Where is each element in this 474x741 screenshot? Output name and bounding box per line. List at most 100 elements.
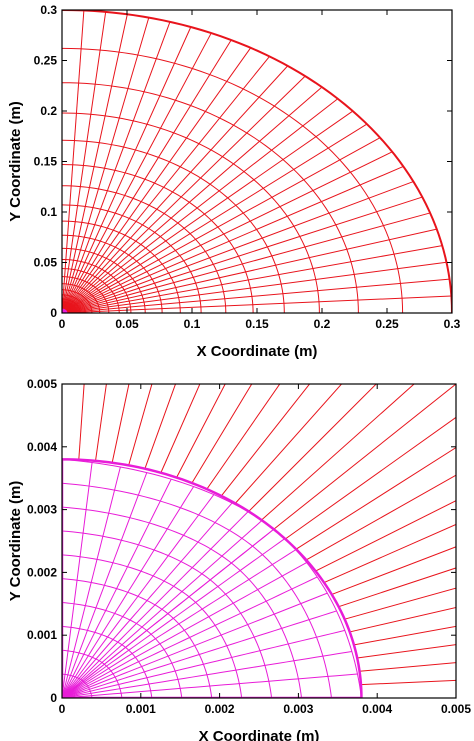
radial-line — [349, 607, 456, 633]
core-mesh-line — [62, 530, 211, 581]
arc-line — [62, 298, 81, 313]
core-mesh-line — [62, 482, 253, 547]
arc-line — [62, 305, 71, 313]
bottom-ticks: 0 0.001 0.002 0.003 0.004 0.005 0 0.001 0.002 0.0… — [27, 377, 471, 716]
arc-line — [62, 220, 181, 313]
chart-bottom: 0 0.001 0.002 0.003 0.004 0.005 0 0.001 0.002 0.0… — [7, 377, 471, 741]
arc-line — [62, 139, 285, 313]
y-tick-label: 0.001 — [27, 628, 57, 642]
core-mesh-line — [82, 680, 93, 698]
x-tick-label: 0.005 — [441, 702, 471, 716]
radial-line — [62, 110, 354, 313]
y-tick-label: 0 — [50, 306, 57, 320]
radial-line — [305, 474, 456, 561]
core-mesh-line — [104, 663, 123, 698]
radial-line — [323, 523, 456, 584]
y-tick-label: 0.1 — [40, 205, 57, 219]
radial-line — [62, 261, 447, 313]
x-tick-label: 0.15 — [245, 317, 269, 331]
x-tick-label: 0.004 — [362, 702, 392, 716]
bottom-plot-frame — [61, 383, 457, 699]
core-mesh-line — [62, 649, 105, 665]
arc-line — [62, 10, 452, 313]
arc-line — [62, 283, 101, 313]
radial-line — [62, 39, 232, 313]
bottom-y-axis-label: Y Coordinate (m) — [7, 481, 24, 602]
core-mesh-line — [62, 602, 147, 631]
radial-line — [128, 384, 153, 466]
y-tick-label: 0.005 — [27, 377, 57, 391]
arc-line — [62, 234, 163, 313]
core-mesh-line — [167, 613, 213, 698]
radial-line — [62, 32, 212, 313]
arc-line — [62, 294, 86, 313]
core-mesh-line — [209, 579, 273, 698]
x-tick-label: 0.25 — [375, 317, 399, 331]
y-tick-label: 0.05 — [34, 256, 58, 270]
x-tick-label: 0.2 — [314, 317, 331, 331]
arc-line — [62, 303, 74, 313]
core-mesh-line — [188, 596, 243, 698]
core-boundary — [62, 458, 363, 698]
arc-line — [62, 82, 359, 313]
radial-line — [344, 587, 456, 620]
radial-line — [295, 447, 456, 550]
radial-line — [62, 181, 414, 313]
radial-line — [62, 11, 107, 313]
radial-line — [62, 65, 289, 313]
arc-line — [62, 112, 320, 313]
arc-line — [62, 276, 110, 313]
arc-line — [62, 307, 69, 313]
x-tick-label: 0.001 — [126, 702, 156, 716]
arc-line — [62, 185, 227, 313]
radial-line — [331, 546, 456, 595]
radial-line — [261, 384, 415, 521]
x-tick-label: 0.1 — [184, 317, 201, 331]
radial-line — [62, 165, 404, 313]
arc-line — [62, 47, 404, 313]
core-mesh-line — [62, 625, 126, 648]
radial-line — [191, 384, 253, 484]
radial-line — [62, 86, 323, 313]
radial-line — [62, 137, 381, 313]
arc-line — [62, 204, 202, 313]
x-tick-label: 0.3 — [444, 317, 461, 331]
y-tick-label: 0.3 — [40, 3, 57, 17]
core-mesh-line — [231, 562, 303, 698]
radial-line — [248, 384, 377, 512]
radial-line — [62, 75, 306, 313]
core-mesh-line — [252, 545, 332, 698]
core-mesh-line — [146, 630, 183, 698]
core-mesh-line — [62, 554, 190, 598]
chart-top: 0 0.05 0.1 0.15 0.2 0.25 0.3 0 0.05 0.1 0.15 0.2 0.2… — [7, 3, 461, 360]
x-tick-label: 0.002 — [205, 702, 235, 716]
radial-line — [206, 384, 281, 490]
y-tick-label: 0 — [50, 691, 57, 705]
y-tick-label: 0.15 — [34, 155, 58, 169]
radial-line — [273, 384, 456, 530]
radial-line — [144, 384, 177, 469]
x-tick-label: 0 — [59, 702, 66, 716]
radial-line — [62, 26, 192, 313]
radial-line — [284, 416, 456, 540]
x-tick-label: 0.05 — [115, 317, 139, 331]
arc-line — [62, 268, 120, 313]
y-tick-label: 0.004 — [27, 440, 57, 454]
radial-line — [360, 679, 456, 686]
top-ticks: 0 0.05 0.1 0.15 0.2 0.25 0.3 0 0.05 0.1 0.15 0.2 0.2… — [34, 3, 461, 331]
radial-line — [315, 500, 456, 572]
radial-line — [160, 384, 201, 473]
radial-line — [234, 384, 343, 504]
y-tick-label: 0.003 — [27, 503, 57, 517]
radial-line — [176, 384, 226, 478]
radial-line — [62, 14, 128, 313]
radial-line — [62, 245, 443, 313]
radial-line — [338, 567, 456, 608]
radial-line — [62, 47, 252, 313]
core-mesh-line — [62, 673, 84, 682]
radial-line — [62, 17, 150, 313]
radial-line — [62, 228, 437, 313]
bottom-plot-marks — [62, 384, 456, 698]
y-tick-label: 0.002 — [27, 565, 57, 579]
arc-line — [62, 164, 254, 313]
